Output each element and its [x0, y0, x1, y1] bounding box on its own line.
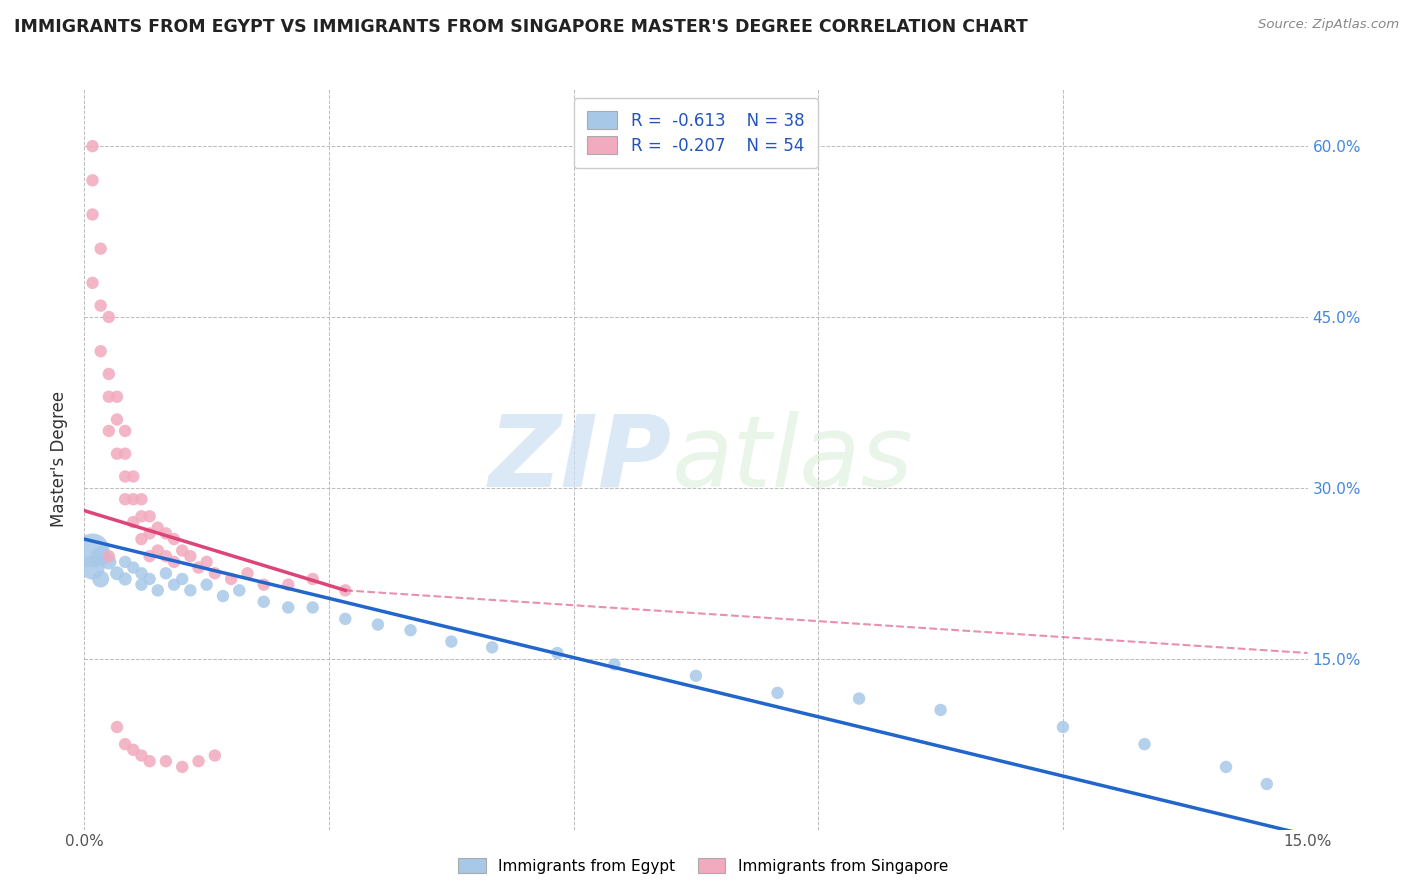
Point	[204, 748, 226, 763]
Point	[114, 469, 136, 483]
Point	[131, 577, 153, 591]
Point	[138, 754, 160, 768]
Point	[114, 492, 136, 507]
Point	[131, 532, 153, 546]
Point	[146, 583, 169, 598]
Point	[172, 572, 194, 586]
Point	[97, 424, 120, 438]
Point	[114, 447, 136, 461]
Point	[848, 691, 870, 706]
Point	[179, 583, 201, 598]
Point	[155, 526, 177, 541]
Point	[766, 686, 789, 700]
Point	[105, 390, 128, 404]
Point	[97, 310, 120, 324]
Point	[131, 509, 153, 524]
Point	[335, 612, 357, 626]
Point	[219, 572, 242, 586]
Point	[155, 566, 177, 581]
Point	[277, 600, 299, 615]
Y-axis label: Master's Degree: Master's Degree	[51, 392, 69, 527]
Point	[367, 617, 389, 632]
Point	[90, 242, 112, 256]
Point	[131, 748, 153, 763]
Point	[301, 600, 323, 615]
Point	[228, 583, 250, 598]
Point	[163, 532, 186, 546]
Point	[146, 543, 169, 558]
Point	[146, 521, 169, 535]
Point	[138, 509, 160, 524]
Point	[82, 560, 104, 574]
Point	[253, 577, 276, 591]
Point	[131, 566, 153, 581]
Point	[114, 572, 136, 586]
Point	[122, 469, 145, 483]
Text: IMMIGRANTS FROM EGYPT VS IMMIGRANTS FROM SINGAPORE MASTER'S DEGREE CORRELATION C: IMMIGRANTS FROM EGYPT VS IMMIGRANTS FROM…	[14, 18, 1028, 36]
Point	[97, 367, 120, 381]
Point	[179, 549, 201, 564]
Legend: R =  -0.613    N = 38, R =  -0.207    N = 54: R = -0.613 N = 38, R = -0.207 N = 54	[574, 97, 818, 169]
Point	[138, 549, 160, 564]
Point	[90, 299, 112, 313]
Point	[1133, 737, 1156, 751]
Point	[97, 549, 120, 564]
Point	[1256, 777, 1278, 791]
Point	[114, 555, 136, 569]
Point	[90, 572, 112, 586]
Point	[90, 344, 112, 359]
Point	[236, 566, 259, 581]
Point	[97, 390, 120, 404]
Point	[187, 560, 209, 574]
Point	[122, 743, 145, 757]
Legend: Immigrants from Egypt, Immigrants from Singapore: Immigrants from Egypt, Immigrants from S…	[451, 852, 955, 880]
Point	[122, 492, 145, 507]
Point	[155, 754, 177, 768]
Point	[1215, 760, 1237, 774]
Point	[122, 515, 145, 529]
Point	[82, 173, 104, 187]
Point	[105, 566, 128, 581]
Point	[105, 412, 128, 426]
Point	[172, 543, 194, 558]
Text: Source: ZipAtlas.com: Source: ZipAtlas.com	[1258, 18, 1399, 31]
Point	[546, 646, 568, 660]
Point	[1052, 720, 1074, 734]
Point	[277, 577, 299, 591]
Point	[172, 760, 194, 774]
Point	[212, 589, 235, 603]
Point	[929, 703, 952, 717]
Point	[138, 572, 160, 586]
Point	[90, 549, 112, 564]
Point	[82, 207, 104, 221]
Point	[481, 640, 503, 655]
Point	[122, 560, 145, 574]
Point	[105, 447, 128, 461]
Text: atlas: atlas	[672, 411, 912, 508]
Point	[138, 526, 160, 541]
Point	[195, 577, 218, 591]
Point	[440, 634, 463, 648]
Point	[155, 549, 177, 564]
Text: ZIP: ZIP	[488, 411, 672, 508]
Point	[204, 566, 226, 581]
Point	[82, 276, 104, 290]
Point	[253, 595, 276, 609]
Point	[97, 555, 120, 569]
Point	[105, 720, 128, 734]
Point	[187, 754, 209, 768]
Point	[114, 737, 136, 751]
Point	[195, 555, 218, 569]
Point	[163, 555, 186, 569]
Point	[82, 139, 104, 153]
Point	[603, 657, 626, 672]
Point	[82, 543, 104, 558]
Point	[131, 492, 153, 507]
Point	[335, 583, 357, 598]
Point	[685, 669, 707, 683]
Point	[163, 577, 186, 591]
Point	[114, 424, 136, 438]
Point	[399, 624, 422, 638]
Point	[301, 572, 323, 586]
